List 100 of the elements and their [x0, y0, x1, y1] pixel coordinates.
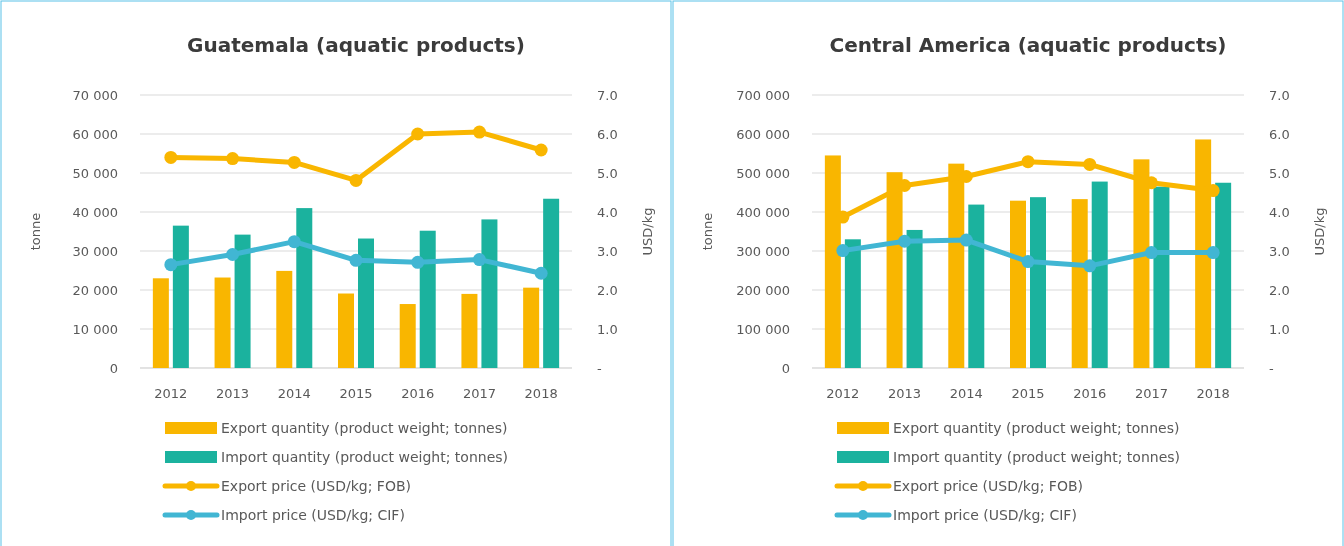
- bar: [214, 277, 231, 368]
- bar: [1091, 181, 1108, 368]
- y2-tick-label: 1.0: [597, 321, 618, 337]
- x-tick-label: 2012: [826, 386, 860, 401]
- x-tick-label: 2018: [524, 386, 558, 401]
- bar: [419, 230, 436, 368]
- bar: [461, 293, 478, 368]
- y-axis-title: tonne: [28, 212, 43, 251]
- point: [1083, 157, 1097, 171]
- y-tick-label: 400 000: [736, 204, 790, 220]
- chart-title: Guatemala (aquatic products): [187, 33, 525, 57]
- y2-tick-label: 7.0: [1269, 87, 1290, 103]
- bar: [234, 234, 251, 368]
- bar: [523, 287, 540, 368]
- bar: [152, 278, 169, 368]
- y-tick-label: 40 000: [72, 204, 118, 220]
- y2-tick-label: 3.0: [1269, 243, 1290, 259]
- point: [287, 155, 301, 169]
- y-tick-label: 50 000: [72, 165, 118, 181]
- bar: [844, 239, 861, 368]
- y2-tick-label: 2.0: [1269, 282, 1290, 298]
- legend-label: Export quantity (product weight; tonnes): [893, 419, 1180, 436]
- y-tick-label: 100 000: [736, 321, 790, 337]
- y2-tick-label: -: [1269, 360, 1274, 376]
- y-tick-label: 30 000: [72, 243, 118, 259]
- y2-tick-label: 6.0: [597, 126, 618, 142]
- y-tick-label: 500 000: [736, 165, 790, 181]
- bar: [172, 225, 189, 368]
- legend-label: Export quantity (product weight; tonnes): [221, 419, 508, 436]
- point: [472, 253, 486, 267]
- point: [959, 233, 973, 247]
- point: [1206, 246, 1220, 260]
- x-tick-label: 2017: [462, 386, 496, 401]
- y2-tick-label: 2.0: [597, 282, 618, 298]
- bar: [358, 238, 374, 368]
- y-tick-label: 70 000: [72, 87, 118, 103]
- point: [164, 258, 178, 272]
- x-tick-label: 2013: [888, 386, 922, 401]
- bar: [276, 270, 293, 368]
- y-tick-label: 600 000: [736, 126, 790, 142]
- point: [411, 127, 425, 141]
- x-tick-label: 2015: [1011, 386, 1045, 401]
- bar: [1010, 200, 1026, 368]
- y-tick-label: 300 000: [736, 243, 790, 259]
- bar: [1153, 186, 1170, 368]
- legend-label: Export price (USD/kg; FOB): [221, 477, 411, 494]
- legend-label: Import price (USD/kg; CIF): [221, 506, 405, 523]
- y-tick-label: 0: [109, 360, 118, 376]
- point: [836, 244, 850, 258]
- bar: [481, 219, 498, 368]
- point: [1021, 255, 1035, 269]
- bar: [1030, 197, 1046, 368]
- y-tick-label: 0: [781, 360, 790, 376]
- y2-tick-label: 5.0: [1269, 165, 1290, 181]
- point: [1021, 155, 1035, 169]
- bar: [399, 304, 416, 368]
- point: [534, 266, 548, 280]
- x-tick-label: 2016: [401, 386, 435, 401]
- bar: [1215, 182, 1232, 368]
- y2-axis-title: USD/kg: [640, 207, 655, 256]
- y2-tick-label: 7.0: [597, 87, 618, 103]
- bar: [1071, 199, 1088, 368]
- y2-tick-label: 5.0: [597, 165, 618, 181]
- y2-axis-title: USD/kg: [1312, 207, 1327, 256]
- y2-tick-label: 3.0: [597, 243, 618, 259]
- legend-label: Export price (USD/kg; FOB): [893, 477, 1083, 494]
- y2-tick-label: -: [597, 360, 602, 376]
- x-tick-label: 2018: [1196, 386, 1230, 401]
- point: [349, 173, 363, 187]
- point: [226, 152, 240, 166]
- x-tick-label: 2015: [339, 386, 373, 401]
- y-tick-label: 20 000: [72, 282, 118, 298]
- point: [287, 235, 301, 249]
- bar: [906, 229, 923, 368]
- point: [349, 253, 363, 267]
- point: [226, 248, 240, 262]
- y-tick-label: 10 000: [72, 321, 118, 337]
- y-tick-label: 60 000: [72, 126, 118, 142]
- legend-label: Import quantity (product weight; tonnes): [221, 448, 509, 465]
- x-tick-label: 2014: [277, 386, 311, 401]
- y-tick-label: 200 000: [736, 282, 790, 298]
- point: [164, 150, 178, 164]
- y2-tick-label: 4.0: [597, 204, 618, 220]
- y2-tick-label: 4.0: [1269, 204, 1290, 220]
- point: [411, 255, 425, 269]
- y-axis-title: tonne: [700, 212, 715, 251]
- chart-title: Central America (aquatic products): [829, 33, 1227, 57]
- legend-label: Import price (USD/kg; CIF): [893, 506, 1077, 523]
- y2-tick-label: 6.0: [1269, 126, 1290, 142]
- y-tick-label: 700 000: [736, 87, 790, 103]
- bar: [338, 293, 354, 368]
- x-tick-label: 2014: [949, 386, 983, 401]
- legend-label: Import quantity (product weight; tonnes): [893, 448, 1181, 465]
- x-tick-label: 2012: [154, 386, 188, 401]
- point: [534, 143, 548, 157]
- point: [1144, 246, 1158, 260]
- x-tick-label: 2017: [1134, 386, 1168, 401]
- x-tick-label: 2016: [1073, 386, 1107, 401]
- y2-tick-label: 1.0: [1269, 321, 1290, 337]
- point: [1083, 259, 1097, 273]
